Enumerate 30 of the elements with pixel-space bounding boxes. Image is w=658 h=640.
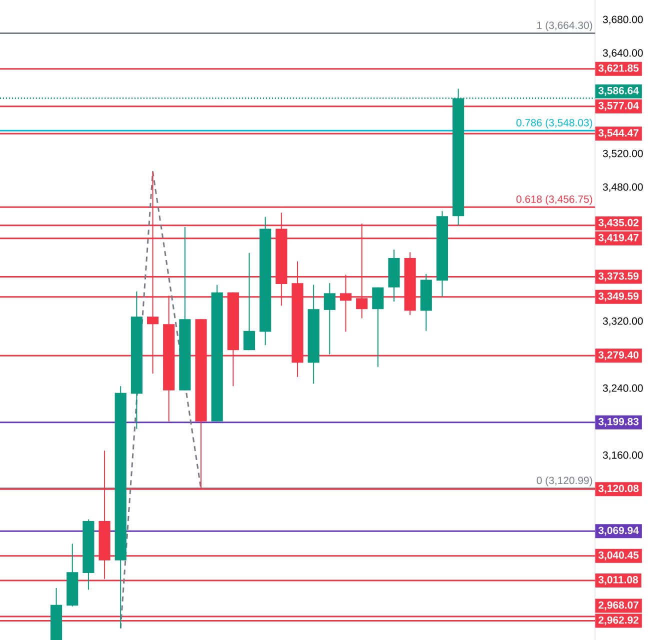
y-tick-label: 3,520.00 bbox=[602, 150, 643, 158]
ref-line-label: 3,435.02 bbox=[598, 218, 638, 228]
ref-line-label: 3,577.04 bbox=[598, 102, 639, 111]
ref-line-label: 3,373.59 bbox=[598, 272, 639, 282]
ref-line-label: 2,968.07 bbox=[598, 601, 638, 610]
ref-line-label: 3,040.45 bbox=[598, 551, 639, 560]
y-tick-label: 3,240.00 bbox=[602, 384, 643, 394]
y-tick-label: 3,640.00 bbox=[602, 49, 643, 58]
ref-line-label: 3,621.85 bbox=[598, 64, 639, 74]
ref-line-label: 3,586.64 bbox=[598, 86, 639, 96]
candlestick bbox=[324, 282, 336, 355]
annotation: 0.786 (3,548.03) bbox=[516, 118, 592, 128]
ref-line-label: 3,199.83 bbox=[598, 418, 639, 427]
y-tick-label: 3,320.00 bbox=[602, 317, 643, 326]
annotation: 0 (3,120.99) bbox=[536, 476, 592, 486]
ref-line-label: 3,279.40 bbox=[598, 351, 638, 360]
ref-line-label: 3,544.47 bbox=[598, 129, 638, 138]
ref-line-label: 3,069.94 bbox=[598, 526, 639, 536]
y-tick-label: 3,160.00 bbox=[602, 451, 643, 460]
ref-line-label: 3,419.47 bbox=[598, 234, 638, 243]
ref-line-label: 3,011.08 bbox=[598, 576, 638, 585]
ref-line-label: 3,349.59 bbox=[598, 292, 639, 302]
ref-line-label: 2,962.92 bbox=[598, 616, 638, 626]
candlestick bbox=[243, 252, 256, 351]
annotation: 1 (3,664.30) bbox=[537, 21, 592, 32]
ref-line-label: 3,120.08 bbox=[598, 484, 639, 494]
y-tick-label: 3,480.00 bbox=[602, 183, 643, 192]
y-tick-label: 3,680.00 bbox=[602, 16, 643, 24]
candlestick bbox=[372, 286, 384, 368]
annotation: 0.618 (3,456.75) bbox=[516, 195, 592, 205]
